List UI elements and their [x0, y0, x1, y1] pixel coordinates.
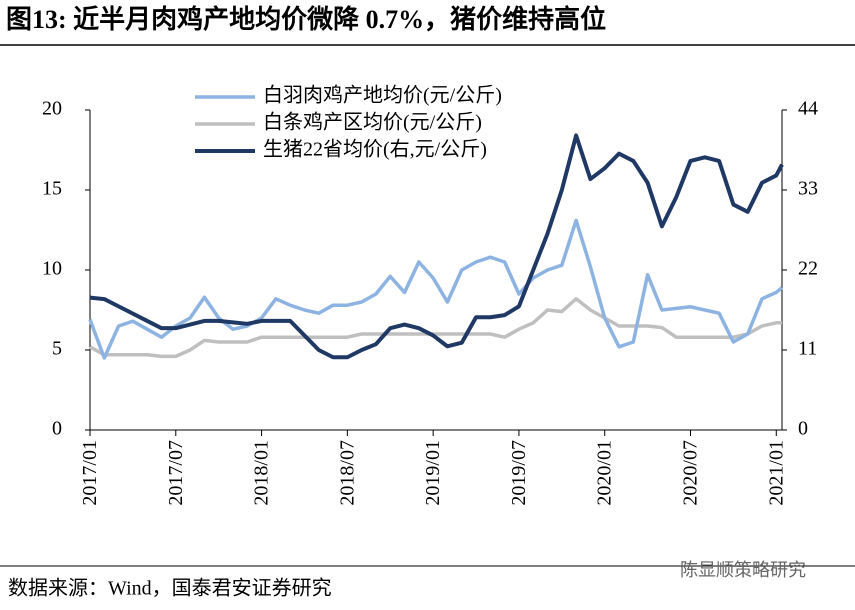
y2-tick-label: 11: [798, 338, 817, 360]
series-line: [89, 133, 784, 360]
x-tick-label: 2019/01: [422, 440, 444, 506]
legend-label: 白条鸡产区均价(元/公斤): [263, 111, 482, 134]
y-tick-label: 15: [42, 178, 62, 200]
legend-label: 白羽肉鸡产地均价(元/公斤): [263, 84, 502, 107]
watermark: 陈显顺策略研究: [680, 560, 806, 580]
x-tick-label: 2021/01: [765, 440, 787, 506]
y2-tick-label: 44: [798, 98, 818, 120]
series-line: [88, 218, 784, 360]
y-tick-label: 10: [42, 258, 62, 280]
source-note: 数据来源：Wind，国泰君安证券研究: [8, 577, 332, 600]
x-tick-label: 2020/07: [679, 440, 701, 506]
y-tick-label: 20: [42, 98, 62, 120]
y2-tick-label: 0: [798, 418, 808, 440]
x-tick-label: 2019/07: [508, 440, 530, 506]
y2-tick-label: 22: [798, 258, 818, 280]
y-tick-label: 0: [52, 418, 62, 440]
x-tick-label: 2017/07: [165, 440, 187, 506]
y2-tick-label: 33: [798, 178, 818, 200]
chart-title: 图13: 近半月肉鸡产地均价微降 0.7%，猪价维持高位: [6, 4, 606, 34]
y-tick-label: 5: [52, 338, 62, 360]
x-tick-label: 2020/01: [594, 440, 616, 506]
legend-label: 生猪22省均价(右,元/公斤): [263, 138, 487, 161]
x-tick-label: 2018/07: [336, 440, 358, 506]
x-tick-label: 2018/01: [251, 440, 273, 506]
x-tick-label: 2017/01: [79, 440, 101, 506]
series-line: [89, 297, 782, 359]
